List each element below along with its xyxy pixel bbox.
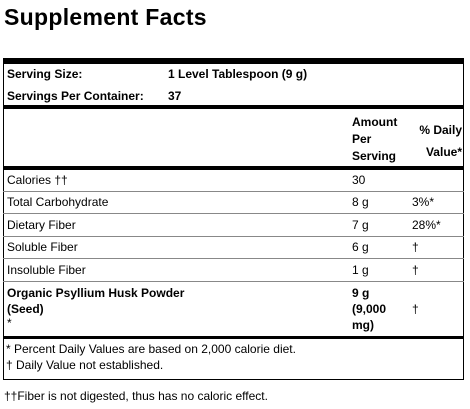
divider [3,236,464,237]
nutrient: Calories †† [7,173,68,187]
daily-value: 3%* [412,195,435,209]
column-header: Amount Per Serving [352,115,398,163]
column-header: % Daily Value* [419,123,462,159]
daily-value: † [412,240,419,254]
rule [3,58,464,64]
value: 1 Level Tablespoon (9 g) [168,67,308,81]
footnote: † Daily Value not established. [6,358,164,372]
amount: 9 g (9,000 mg) [352,286,387,332]
amount: 1 g [352,263,369,277]
footnote: * Percent Daily Values are based on 2,00… [6,342,296,356]
amount: 6 g [352,240,369,254]
daily-value: 28%* [412,218,441,232]
label: Servings Per Container: [7,89,144,103]
nutrient: Dietary Fiber [7,218,76,232]
amount: 8 g [352,195,369,209]
amount: 30 [352,173,366,187]
note: * [7,316,12,330]
divider [3,281,464,282]
title: Supplement Facts [4,4,207,30]
footer-note: ††Fiber is not digested, thus has no cal… [4,389,268,403]
rule [3,336,464,339]
nutrient: Insoluble Fiber [7,263,86,277]
daily-value: † [412,263,419,277]
nutrient: Soluble Fiber [7,240,78,254]
divider [3,258,464,259]
divider [3,213,464,214]
value: 37 [168,89,182,103]
label: Serving Size: [7,67,83,81]
rule [3,166,464,170]
daily-value: † [412,302,419,316]
nutrient: Organic Psyllium Husk Powder (Seed) [7,286,185,316]
divider [3,191,464,192]
nutrient: Total Carbohydrate [7,195,109,209]
rule [3,105,464,109]
amount: 7 g [352,218,369,232]
